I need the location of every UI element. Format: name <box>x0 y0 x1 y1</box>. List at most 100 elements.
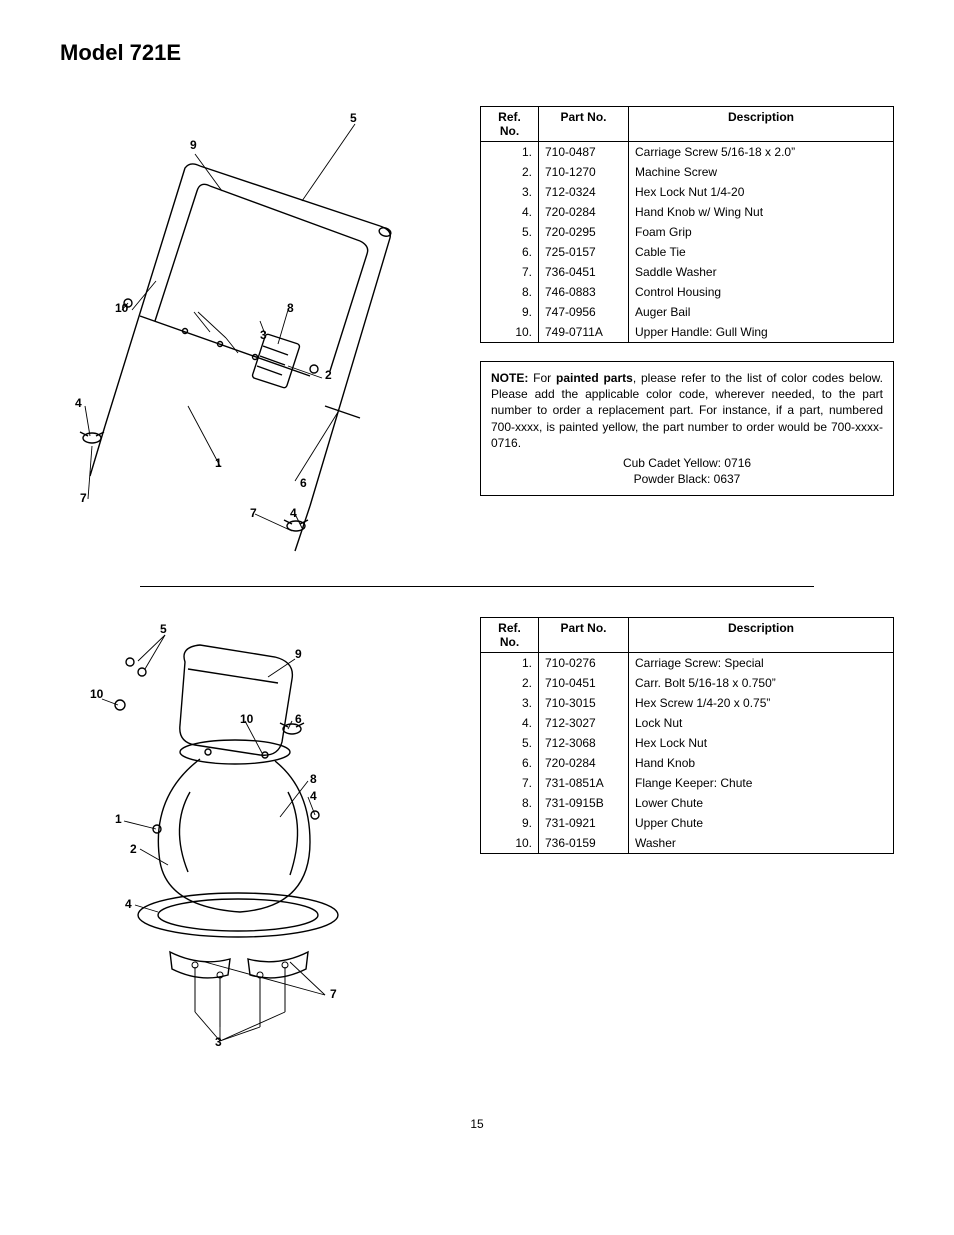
cell-ref: 10. <box>481 322 539 343</box>
table-row: 5.720-0295Foam Grip <box>481 222 894 242</box>
table-row: 4.712-3027Lock Nut <box>481 713 894 733</box>
table-row: 2.710-0451Carr. Bolt 5/16-18 x 0.750” <box>481 673 894 693</box>
diagram-callout: 3 <box>260 328 267 342</box>
note-box: NOTE: For painted parts, please refer to… <box>480 361 894 496</box>
table-row: 3.710-3015Hex Screw 1/4-20 x 0.75” <box>481 693 894 713</box>
cell-ref: 7. <box>481 262 539 282</box>
cell-desc: Hand Knob w/ Wing Nut <box>629 202 894 222</box>
diagram-callout: 2 <box>325 368 332 382</box>
cell-desc: Hand Knob <box>629 753 894 773</box>
cell-partno: 710-0276 <box>539 653 629 674</box>
note-bold2: painted parts <box>556 371 633 385</box>
cell-desc: Foam Grip <box>629 222 894 242</box>
table-row: 3.712-0324Hex Lock Nut 1/4-20 <box>481 182 894 202</box>
cell-partno: 731-0915B <box>539 793 629 813</box>
cell-ref: 2. <box>481 162 539 182</box>
cell-desc: Carr. Bolt 5/16-18 x 0.750” <box>629 673 894 693</box>
cell-ref: 10. <box>481 833 539 854</box>
cell-desc: Cable Tie <box>629 242 894 262</box>
cell-partno: 712-0324 <box>539 182 629 202</box>
cell-desc: Carriage Screw: Special <box>629 653 894 674</box>
cell-desc: Upper Chute <box>629 813 894 833</box>
cell-ref: 3. <box>481 693 539 713</box>
col-desc: Description <box>629 618 894 653</box>
parts-table-2: Ref. No. Part No. Description 1.710-0276… <box>480 617 894 854</box>
cell-ref: 4. <box>481 713 539 733</box>
cell-ref: 4. <box>481 202 539 222</box>
diagram-callout: 7 <box>330 987 337 1001</box>
table-row: 6.720-0284Hand Knob <box>481 753 894 773</box>
cell-partno: 736-0159 <box>539 833 629 854</box>
diagram-callout: 4 <box>75 396 82 410</box>
diagram-callout: 5 <box>160 622 167 636</box>
cell-partno: 731-0921 <box>539 813 629 833</box>
diagram-callout: 9 <box>190 138 197 152</box>
cell-partno: 749-0711A <box>539 322 629 343</box>
col-desc: Description <box>629 107 894 142</box>
section-divider <box>140 586 814 587</box>
cell-ref: 6. <box>481 753 539 773</box>
cell-desc: Hex Lock Nut <box>629 733 894 753</box>
diagram-callout: 1 <box>115 812 122 826</box>
cell-desc: Washer <box>629 833 894 854</box>
diagram-callout: 8 <box>287 301 294 315</box>
table-row: 10.736-0159Washer <box>481 833 894 854</box>
table-row: 8.731-0915BLower Chute <box>481 793 894 813</box>
diagram-callout: 10 <box>90 687 103 701</box>
diagram-callout: 7 <box>250 506 257 520</box>
cell-partno: 710-0451 <box>539 673 629 693</box>
diagram-callout: 3 <box>215 1035 222 1049</box>
table-row: 2.710-1270Machine Screw <box>481 162 894 182</box>
cell-partno: 747-0956 <box>539 302 629 322</box>
table-row: 8.746-0883Control Housing <box>481 282 894 302</box>
diagram-callout: 6 <box>295 712 302 726</box>
section-2: 59101068412473 Ref. No. Part No. Descrip… <box>60 617 894 1077</box>
cell-partno: 731-0851A <box>539 773 629 793</box>
table-row: 5.712-3068Hex Lock Nut <box>481 733 894 753</box>
table-row: 1.710-0276Carriage Screw: Special <box>481 653 894 674</box>
cell-ref: 9. <box>481 302 539 322</box>
cell-ref: 7. <box>481 773 539 793</box>
cell-partno: 746-0883 <box>539 282 629 302</box>
diagram-callout: 2 <box>130 842 137 856</box>
cell-ref: 8. <box>481 793 539 813</box>
cell-ref: 5. <box>481 222 539 242</box>
cell-desc: Saddle Washer <box>629 262 894 282</box>
cell-desc: Hex Screw 1/4-20 x 0.75” <box>629 693 894 713</box>
cell-desc: Lock Nut <box>629 713 894 733</box>
col-partno: Part No. <box>539 107 629 142</box>
table-row: 10.749-0711AUpper Handle: Gull Wing <box>481 322 894 343</box>
color-code-1: Cub Cadet Yellow: 0716 <box>491 455 883 471</box>
diagram-callout: 4 <box>125 897 132 911</box>
cell-ref: 5. <box>481 733 539 753</box>
cell-desc: Lower Chute <box>629 793 894 813</box>
col-ref: Ref. No. <box>481 618 539 653</box>
diagram-callout: 10 <box>240 712 253 726</box>
table-row: 7.736-0451Saddle Washer <box>481 262 894 282</box>
diagram-callout: 4 <box>310 789 317 803</box>
cell-desc: Control Housing <box>629 282 894 302</box>
col-ref: Ref. No. <box>481 107 539 142</box>
page-title: Model 721E <box>60 40 894 66</box>
diagram-1: 5910832416774 <box>60 106 440 566</box>
cell-partno: 710-3015 <box>539 693 629 713</box>
cell-partno: 712-3027 <box>539 713 629 733</box>
page-number: 15 <box>60 1117 894 1131</box>
diagram-1-svg <box>60 106 440 566</box>
cell-partno: 712-3068 <box>539 733 629 753</box>
cell-ref: 9. <box>481 813 539 833</box>
diagram-callout: 5 <box>350 111 357 125</box>
table-row: 6.725-0157Cable Tie <box>481 242 894 262</box>
cell-partno: 710-1270 <box>539 162 629 182</box>
cell-ref: 8. <box>481 282 539 302</box>
section-1: 5910832416774 Ref. No. Part No. Descript… <box>60 106 894 566</box>
diagram-callout: 6 <box>300 476 307 490</box>
cell-ref: 3. <box>481 182 539 202</box>
table-row: 9.731-0921Upper Chute <box>481 813 894 833</box>
diagram-callout: 8 <box>310 772 317 786</box>
col-partno: Part No. <box>539 618 629 653</box>
cell-ref: 6. <box>481 242 539 262</box>
table-row: 4.720-0284Hand Knob w/ Wing Nut <box>481 202 894 222</box>
note-body1: For <box>528 371 556 385</box>
cell-desc: Carriage Screw 5/16-18 x 2.0” <box>629 142 894 163</box>
